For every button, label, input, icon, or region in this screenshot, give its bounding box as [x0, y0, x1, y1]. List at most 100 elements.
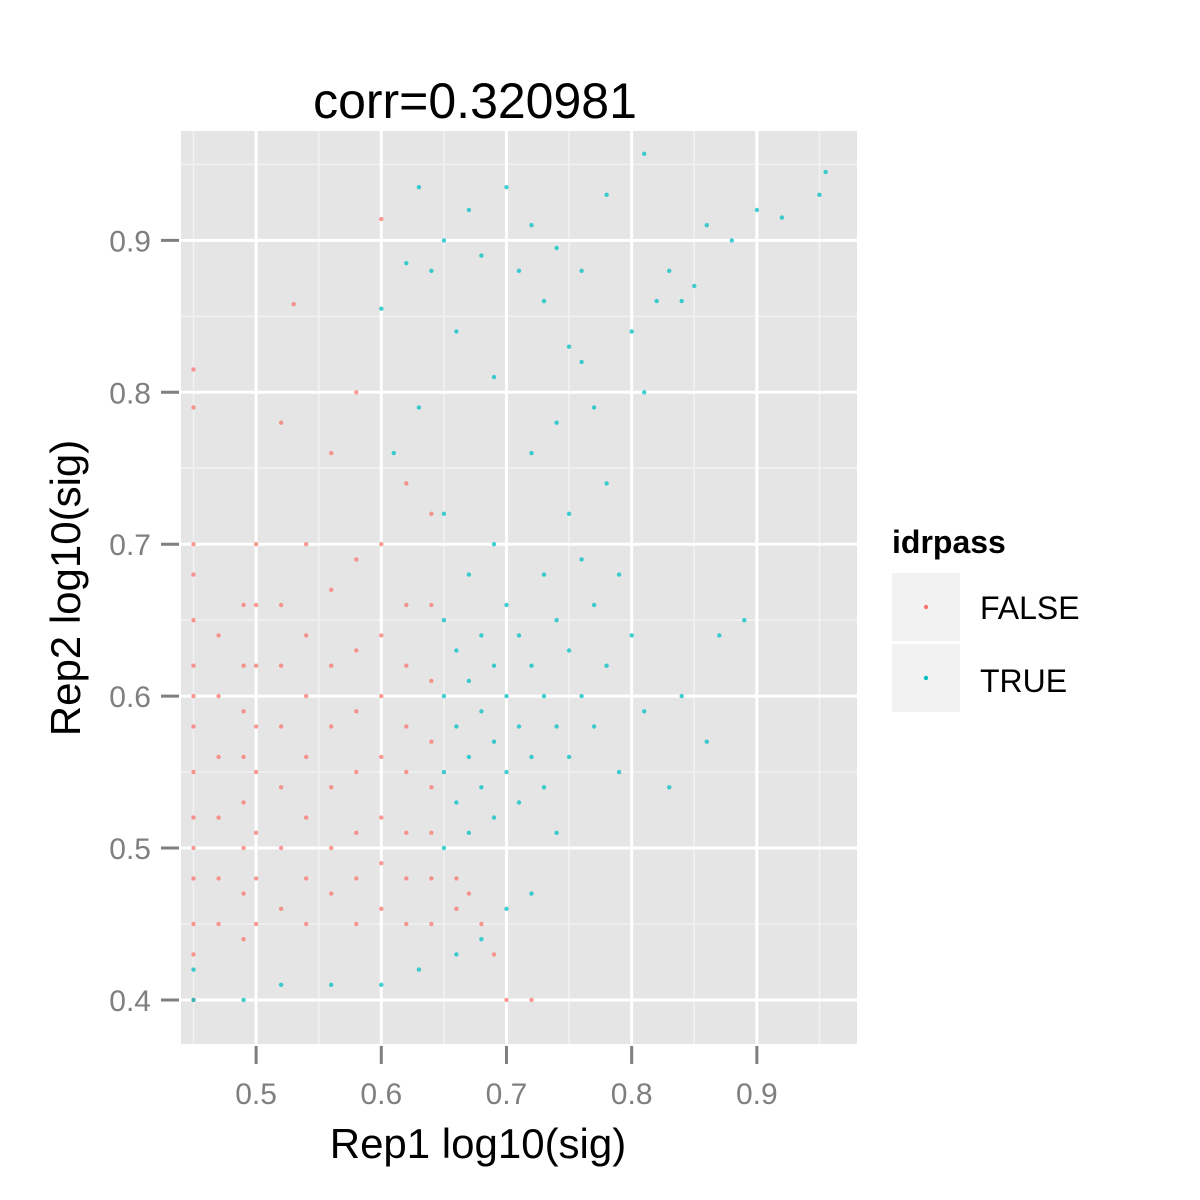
data-point	[241, 754, 246, 760]
data-point	[491, 542, 497, 547]
data-point	[354, 921, 359, 927]
legend-dot-false	[923, 604, 929, 610]
data-point	[491, 815, 497, 820]
data-point	[429, 876, 434, 881]
data-point	[191, 952, 196, 957]
data-point	[253, 830, 259, 835]
legend-label-true: TRUE	[980, 663, 1067, 699]
data-point	[441, 511, 447, 516]
data-point	[604, 663, 609, 668]
data-point	[479, 709, 484, 714]
data-point	[404, 663, 409, 668]
y-tick-label: 0.9	[109, 225, 151, 258]
data-point	[304, 876, 309, 881]
data-point	[504, 602, 509, 608]
data-point	[329, 663, 334, 668]
data-point	[566, 344, 572, 349]
data-point	[191, 845, 196, 851]
data-point	[379, 693, 384, 699]
data-point	[253, 663, 259, 668]
chart-title: corr=0.320981	[313, 73, 637, 129]
data-point	[441, 238, 447, 243]
data-point	[191, 815, 196, 820]
data-point	[654, 298, 659, 304]
data-point	[354, 709, 359, 714]
data-point	[529, 223, 534, 228]
data-point	[379, 982, 384, 987]
data-point	[278, 663, 284, 668]
data-point	[379, 754, 384, 760]
data-point	[516, 268, 522, 273]
data-point	[466, 891, 472, 896]
data-point	[704, 739, 709, 744]
data-point	[591, 405, 597, 410]
data-point	[404, 724, 409, 729]
y-tick-label: 0.8	[109, 377, 151, 410]
data-point	[404, 876, 409, 881]
data-point	[416, 185, 422, 190]
data-point	[216, 876, 221, 881]
data-point	[579, 693, 584, 699]
data-point	[191, 663, 196, 668]
series-true	[191, 151, 828, 1003]
data-point	[516, 800, 522, 805]
data-point	[554, 830, 559, 835]
data-point	[191, 876, 196, 881]
data-point	[354, 390, 359, 395]
legend: idrpass FALSE TRUE	[892, 524, 1080, 712]
data-point	[404, 481, 409, 486]
data-point	[554, 420, 559, 425]
x-axis-title: Rep1 log10(sig)	[330, 1120, 627, 1167]
data-point	[529, 754, 534, 760]
data-point	[278, 906, 284, 911]
data-point	[454, 648, 459, 653]
data-point	[454, 952, 459, 957]
data-point	[554, 724, 559, 729]
data-point	[454, 724, 459, 729]
data-point	[191, 618, 196, 623]
data-point	[667, 785, 672, 790]
data-point	[579, 557, 584, 562]
grid-minor	[181, 131, 857, 1044]
data-point	[566, 754, 572, 760]
data-point	[404, 602, 409, 608]
y-tick-label: 0.6	[109, 681, 151, 714]
data-point	[304, 815, 309, 820]
data-point	[191, 997, 196, 1003]
data-point	[241, 663, 246, 668]
data-point	[241, 709, 246, 714]
data-point	[466, 207, 472, 213]
data-point	[241, 891, 246, 896]
data-point	[454, 876, 459, 881]
data-point	[329, 785, 334, 790]
data-point	[504, 906, 509, 911]
data-point	[416, 405, 422, 410]
data-point	[253, 602, 259, 608]
data-point	[817, 192, 822, 197]
data-point	[354, 876, 359, 881]
data-point	[504, 693, 509, 699]
data-point	[529, 663, 534, 668]
data-point	[591, 724, 597, 729]
data-point	[329, 982, 334, 987]
data-point	[823, 169, 828, 175]
data-point	[429, 785, 434, 790]
data-point	[191, 724, 196, 729]
data-point	[429, 678, 434, 684]
x-axis-ticks: 0.5 0.6 0.7 0.8 0.9	[235, 1046, 778, 1111]
data-point	[642, 390, 647, 395]
data-point	[391, 450, 396, 456]
data-point	[529, 450, 534, 456]
data-point	[729, 238, 734, 243]
data-point	[441, 618, 447, 623]
data-point	[241, 845, 246, 851]
data-point	[191, 405, 196, 410]
data-point	[642, 151, 647, 156]
data-point	[441, 845, 447, 851]
data-point	[216, 815, 221, 820]
data-point	[416, 967, 422, 972]
data-point	[541, 693, 547, 699]
data-point	[404, 261, 409, 266]
data-point	[278, 724, 284, 729]
